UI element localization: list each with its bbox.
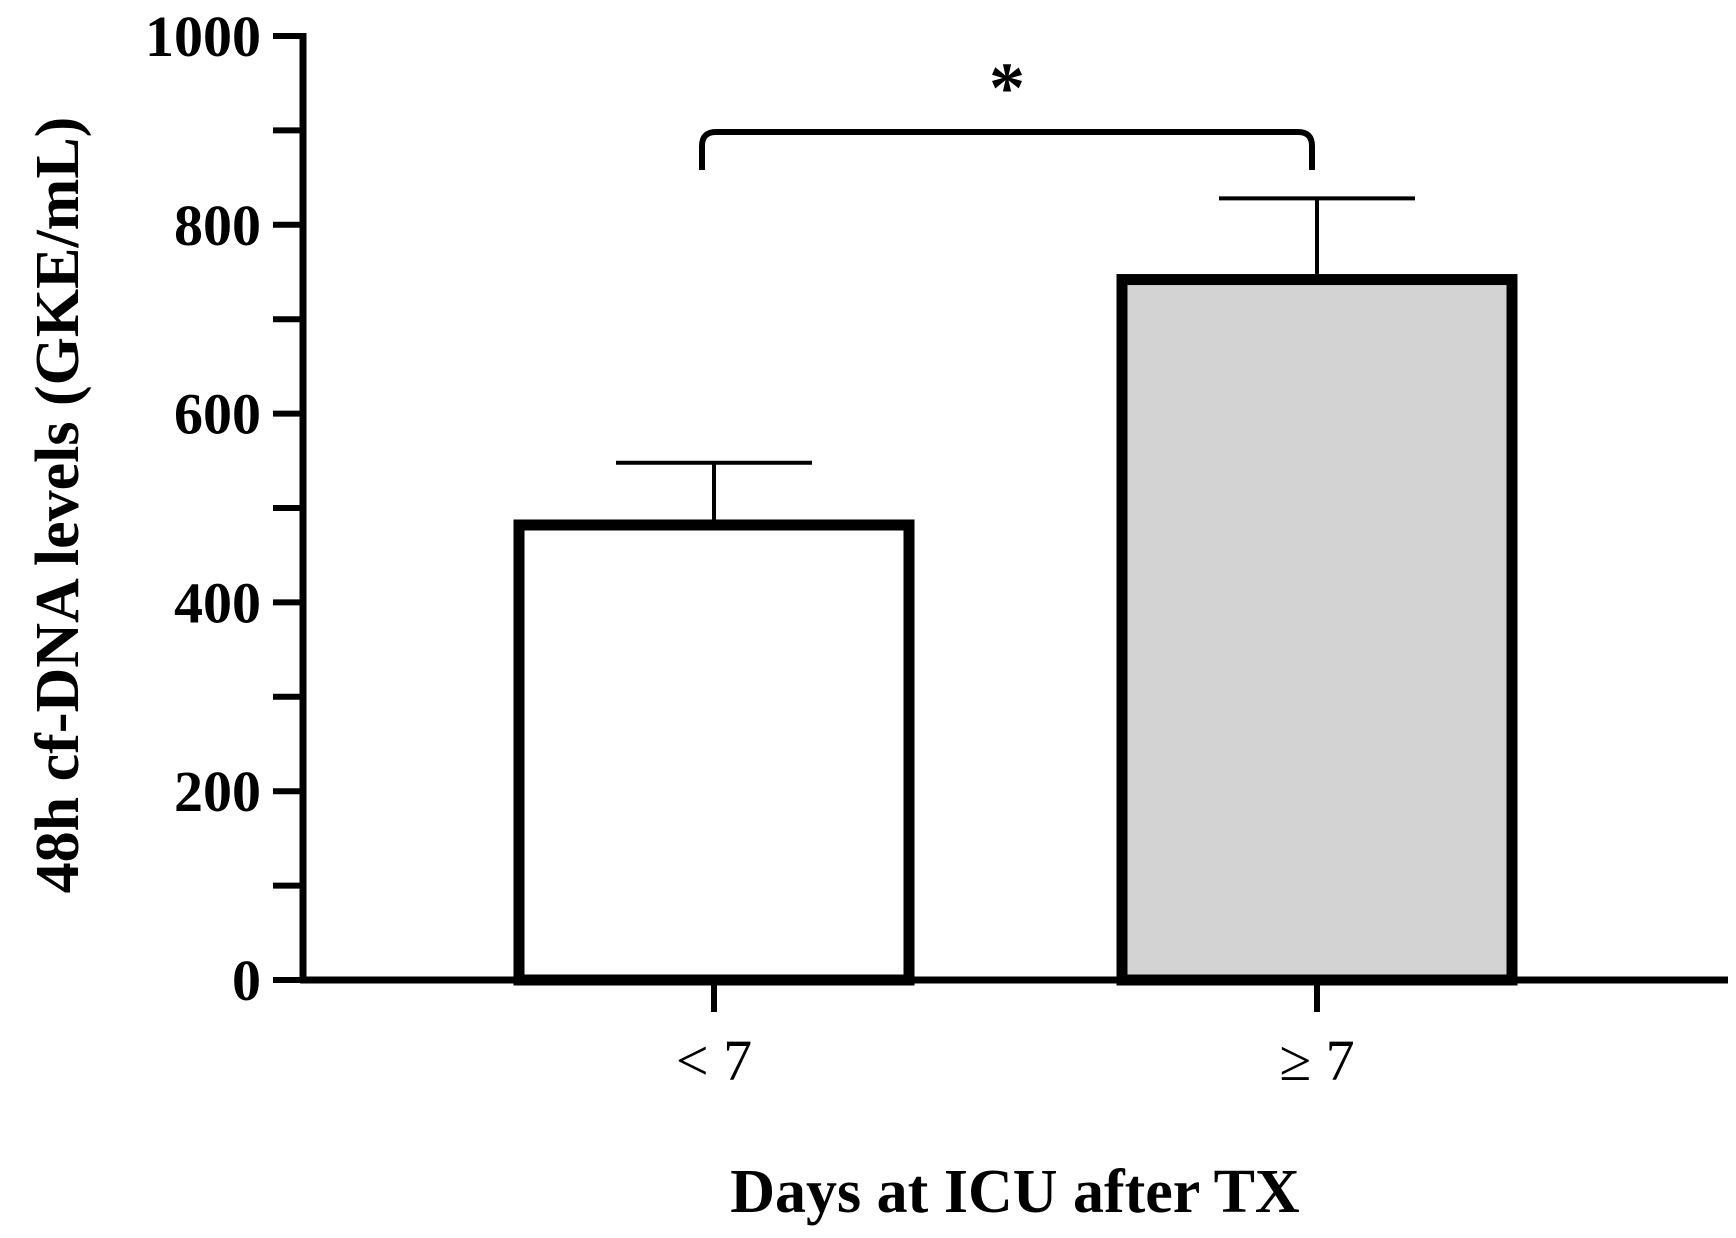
significance-layer: *: [699, 48, 1315, 170]
y-tick-label: 0: [232, 948, 261, 1013]
x-axis-title: Days at ICU after TX: [730, 1158, 1300, 1226]
x-tick-label-0: < 7: [676, 1028, 752, 1093]
y-tick-label: 1000: [145, 4, 261, 69]
bar-0: [513, 519, 915, 986]
y-tick-label: 800: [174, 193, 261, 258]
significance-asterisk: *: [989, 48, 1025, 128]
significance-bracket: [699, 129, 1315, 170]
ticks-layer: 0 200 400 600 800 1000 < 7 ≥ 7: [145, 4, 1355, 1093]
x-tick-label-1: ≥ 7: [1279, 1028, 1354, 1093]
y-tick-label: 600: [174, 382, 261, 447]
error-bars-layer: [616, 196, 1415, 520]
y-tick-label: 200: [174, 759, 261, 824]
bar-1: [1116, 274, 1518, 986]
y-tick-label: 400: [174, 570, 261, 635]
y-axis-title: 48h cf-DNA levels (GKE/mL): [24, 117, 92, 894]
bars-layer: [513, 274, 1518, 986]
